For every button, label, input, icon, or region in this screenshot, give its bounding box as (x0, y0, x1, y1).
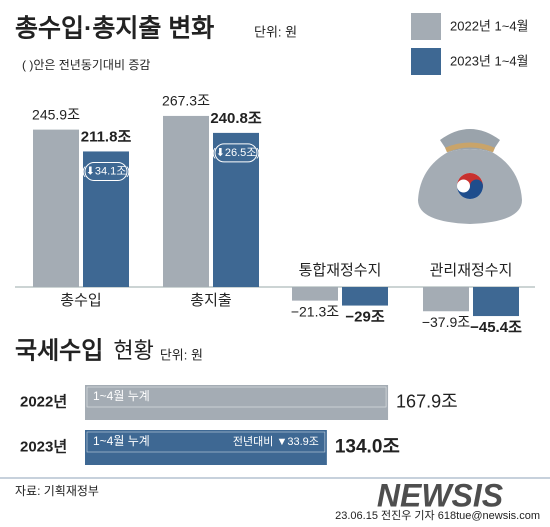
subtitle: ( )안은 전년동기대비 증감 (22, 58, 150, 72)
legend-label: 2023년 1~4월 (450, 53, 529, 68)
bar (473, 287, 519, 317)
unit-label: 단위: 원 (160, 347, 203, 362)
category-label: 통합재정수지 (299, 262, 382, 279)
category-label: 총수입 (60, 292, 101, 309)
bar (85, 385, 389, 420)
bar-text: 1~4월 누계 (93, 389, 150, 403)
change-label: (⬇26.5조) (212, 147, 260, 159)
source: 자료: 기획재정부 (15, 484, 99, 498)
watermark: NEWSIS (377, 477, 504, 513)
change-label: (⬇34.1조) (82, 165, 130, 177)
bar-inner-band (86, 386, 387, 408)
bar (163, 115, 209, 287)
value-label: −21.3조 (291, 303, 339, 319)
bar (33, 129, 79, 287)
value-label: 134.0조 (335, 437, 400, 458)
legend-label: 2022년 1~4월 (450, 18, 529, 33)
value-label: 211.8조 (81, 128, 132, 145)
value-label: 240.8조 (210, 110, 262, 127)
bar (342, 287, 388, 306)
value-label: −37.9조 (422, 314, 470, 330)
bar (292, 287, 338, 301)
value-label: 167.9조 (396, 391, 458, 411)
legend-swatch (411, 13, 441, 40)
credit: 23.06.15 전진우 기자 618tue@newsis.com (335, 509, 540, 522)
bar (423, 287, 469, 312)
bar-inner-band (86, 431, 326, 453)
money-bag-icon (418, 129, 522, 224)
value-label: 245.9조 (32, 106, 80, 122)
chart-title: 총수입·총지출 변화 (15, 15, 214, 43)
section-title-suffix: 현황 (113, 338, 153, 363)
legend-swatch (411, 48, 441, 75)
section-title: 국세수입 (15, 337, 103, 364)
change-pill (84, 161, 128, 181)
change-label: 전년대비 ▼33.9조 (233, 435, 319, 448)
value-label: −45.4조 (470, 319, 522, 336)
value-label: 267.3조 (162, 93, 210, 109)
bar-text: 1~4월 누계 (93, 434, 150, 448)
unit-label: 단위: 원 (254, 24, 297, 39)
row-label: 2023년 (20, 438, 67, 455)
bar (213, 132, 259, 287)
category-label: 관리재정수지 (430, 262, 513, 279)
row-label: 2022년 (20, 393, 67, 410)
bar (85, 430, 327, 465)
category-label: 총지출 (190, 292, 231, 309)
change-pill (214, 143, 258, 163)
value-label: −29조 (345, 309, 384, 326)
bar (83, 151, 129, 287)
